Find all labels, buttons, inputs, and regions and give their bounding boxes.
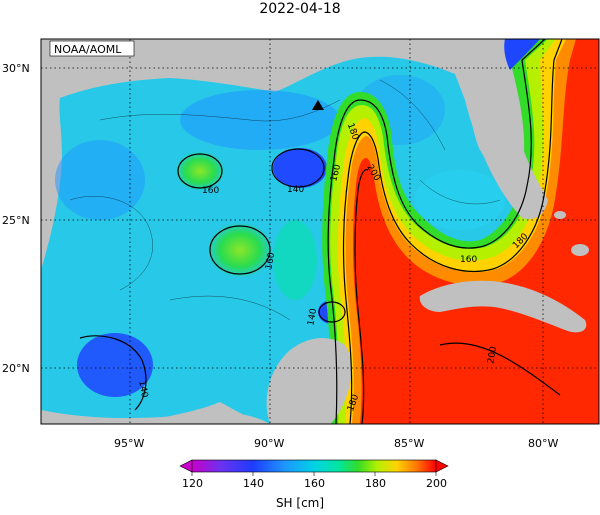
credit-label: NOAA/AOML xyxy=(54,43,122,56)
colorbar-low-arrow xyxy=(179,459,193,473)
colorbar-tick: 200 xyxy=(426,477,447,490)
colorbar-tick: 180 xyxy=(365,477,386,490)
west-florida-shelf xyxy=(415,170,505,230)
contour-label: 200 xyxy=(486,346,499,365)
ridge-green xyxy=(273,220,317,300)
credit-box xyxy=(49,40,135,57)
lon-label: 95°W xyxy=(114,437,144,450)
eddy-west xyxy=(55,140,145,220)
contour-label: 160 xyxy=(202,186,219,196)
contour-label: 140 xyxy=(136,380,149,399)
map-title: 2022-04-18 xyxy=(259,1,341,17)
lon-label: 80°W xyxy=(528,437,558,450)
lat-label: 20°N xyxy=(2,362,30,375)
colorbar-tick: 160 xyxy=(304,477,325,490)
mexico-coast xyxy=(41,410,270,424)
eddy-warm-north xyxy=(175,151,225,191)
eddy-warm-center xyxy=(207,222,273,278)
bahamas-island xyxy=(571,244,589,256)
lat-label: 25°N xyxy=(2,214,30,227)
lon-label: 85°W xyxy=(394,437,424,450)
bahamas-island xyxy=(554,211,566,219)
florida-peninsula xyxy=(455,50,548,220)
eddy-north xyxy=(180,90,340,150)
triangle-station-marker xyxy=(312,100,324,110)
lat-label: 30°N xyxy=(2,62,30,75)
colorbar-ramp xyxy=(191,459,437,473)
colorbar: 120 140 160 180 200 xyxy=(179,459,449,490)
colorbar-tick: 140 xyxy=(243,477,264,490)
graticule xyxy=(41,39,599,424)
contour-label: 160 xyxy=(264,252,277,271)
contour-label: 140 xyxy=(306,308,319,327)
yucatan-peninsula xyxy=(266,338,352,424)
lon-label: 90°W xyxy=(254,437,284,450)
eddy-cold-center xyxy=(273,148,327,188)
atlantic-cold-patch xyxy=(504,39,540,70)
colorbar-high-arrow xyxy=(435,459,449,473)
map-frame xyxy=(40,38,600,425)
contour-label: 140 xyxy=(287,185,304,195)
colorbar-tick: 120 xyxy=(182,477,203,490)
contour-label: 160 xyxy=(460,255,477,265)
loop-current-core xyxy=(353,39,599,424)
contour-label: 160 xyxy=(329,163,343,182)
cuba-island xyxy=(419,280,587,333)
colorbar-title: SH [cm] xyxy=(275,496,325,510)
